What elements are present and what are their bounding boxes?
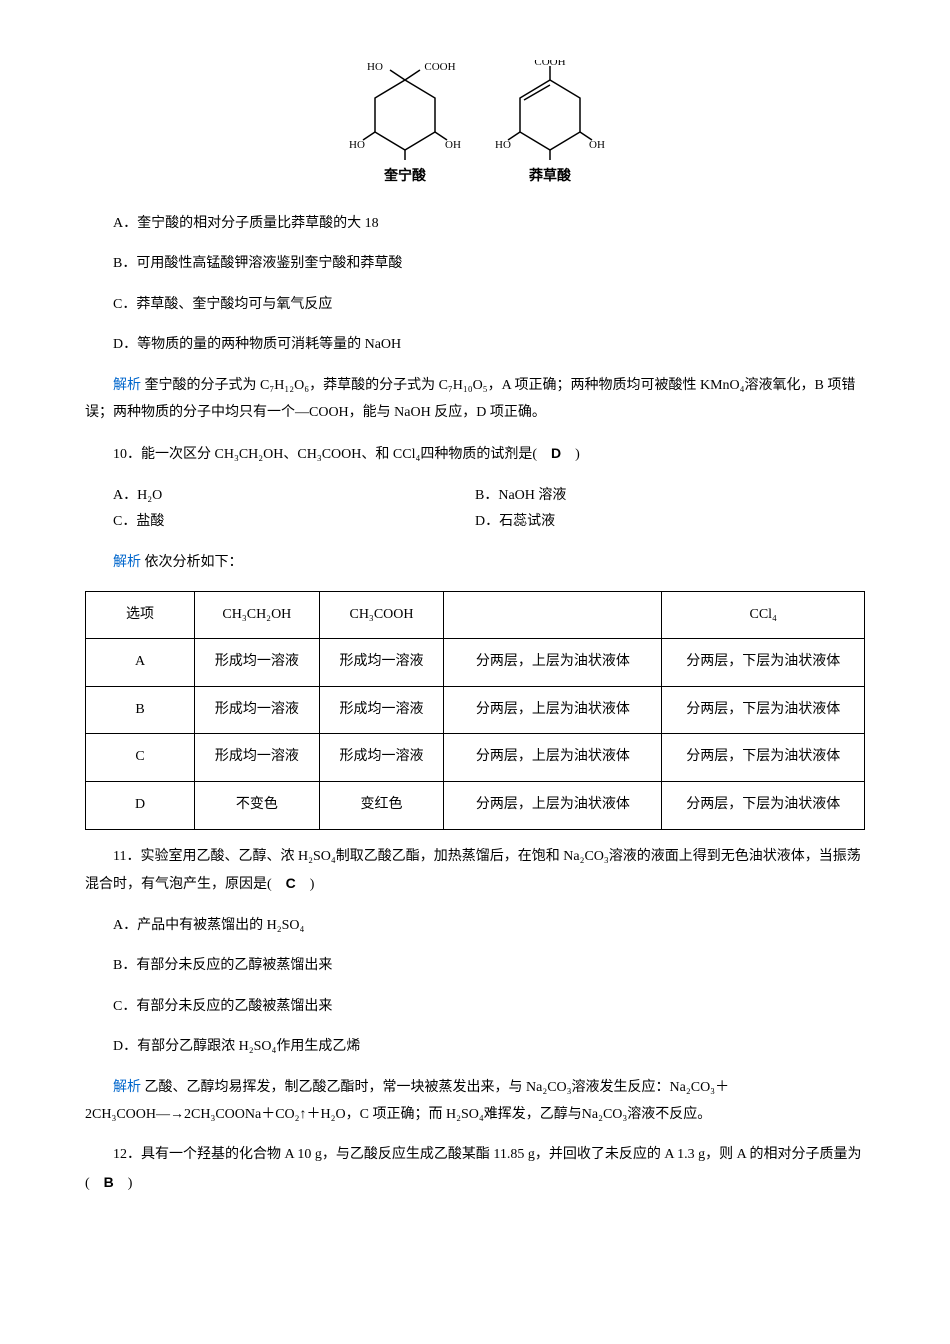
table-row: B形成均一溶液形成均一溶液分两层，上层为油状液体分两层，下层为油状液体	[86, 686, 865, 734]
shikimic-acid-structure: COOH HO OH OH 莽草酸	[495, 60, 605, 191]
table-cell: 形成均一溶液	[319, 734, 444, 782]
q10-option-b: B．NaOH 溶液	[475, 483, 865, 510]
table-cell: A	[86, 639, 195, 687]
label-ho2: HO	[349, 139, 365, 151]
q11-option-b: B．有部分未反应的乙醇被蒸馏出来	[85, 953, 865, 980]
table-cell: 形成均一溶液	[195, 686, 320, 734]
table-cell: 形成均一溶液	[319, 686, 444, 734]
th-ethanol: CH₃CH₂OH	[195, 591, 320, 639]
q10-table: 选项 CH₃CH₂OH CH₃COOH CCl₄ A形成均一溶液形成均一溶液分两…	[85, 591, 865, 830]
q11-stem: 11．实验室用乙酸、乙醇、浓 H₂SO₄制取乙酸乙酯，加热蒸馏后，在饱和 Na₂…	[85, 844, 865, 899]
table-cell: B	[86, 686, 195, 734]
q9-explanation: 解析 奎宁酸的分子式为 C₇H₁₂O₆，莽草酸的分子式为 C₇H₁₀O₅，A 项…	[85, 373, 865, 426]
table-cell: 形成均一溶液	[319, 639, 444, 687]
q11-explanation: 解析 乙酸、乙醇均易挥发，制乙酸乙酯时，常一块被蒸发出来，与 Na₂CO₃溶液发…	[85, 1075, 865, 1128]
q10-stem: 10．能一次区分 CH₃CH₂OH、CH₃COOH、和 CCl₄四种物质的试剂是…	[85, 440, 865, 469]
th-blank	[444, 591, 662, 639]
label-oh: OH	[445, 139, 461, 151]
q9-option-c: C．莽草酸、奎宁酸均可与氧气反应	[85, 292, 865, 319]
table-cell: 形成均一溶液	[195, 734, 320, 782]
table-cell: 变红色	[319, 781, 444, 829]
q9-explanation-text: 奎宁酸的分子式为 C₇H₁₂O₆，莽草酸的分子式为 C₇H₁₀O₅，A 项正确；…	[85, 378, 855, 420]
q10-option-a: A．H₂O	[85, 483, 475, 510]
th-option: 选项	[86, 591, 195, 639]
table-cell: 分两层，下层为油状液体	[662, 734, 865, 782]
q9-option-b: B．可用酸性高锰酸钾溶液鉴别奎宁酸和莽草酸	[85, 251, 865, 278]
table-cell: 分两层，上层为油状液体	[444, 639, 662, 687]
q10-explanation-text: 依次分析如下：	[141, 555, 243, 570]
label-cooh2: COOH	[534, 60, 565, 68]
table-cell: 分两层，下层为油状液体	[662, 781, 865, 829]
table-cell: 分两层，上层为油状液体	[444, 686, 662, 734]
th-acetic: CH₃COOH	[319, 591, 444, 639]
label-oh3: OH	[589, 139, 605, 151]
table-cell: D	[86, 781, 195, 829]
table-row: D不变色变红色分两层，上层为油状液体分两层，下层为油状液体	[86, 781, 865, 829]
table-cell: 分两层，下层为油状液体	[662, 639, 865, 687]
th-ccl4: CCl₄	[662, 591, 865, 639]
q10-option-c: C．盐酸	[85, 509, 475, 536]
explanation-label: 解析	[113, 378, 141, 393]
q10-explanation: 解析 依次分析如下：	[85, 550, 865, 577]
table-cell: 形成均一溶液	[195, 639, 320, 687]
label-ho: HO	[367, 61, 383, 73]
label-oh4: OH	[542, 159, 558, 160]
explanation-label2: 解析	[113, 555, 141, 570]
table-cell: 分两层，上层为油状液体	[444, 734, 662, 782]
q12-stem: 12．具有一个羟基的化合物 A 10 g，与乙酸反应生成乙酸某酯 11.85 g…	[85, 1142, 865, 1197]
q11-option-c: C．有部分未反应的乙酸被蒸馏出来	[85, 994, 865, 1021]
table-header-row: 选项 CH₃CH₂OH CH₃COOH CCl₄	[86, 591, 865, 639]
label-oh2: OH	[397, 159, 413, 160]
q12-answer: B	[104, 1174, 114, 1190]
q10-answer: D	[551, 445, 561, 461]
q11-answer: C	[286, 875, 296, 891]
table-cell: 不变色	[195, 781, 320, 829]
q11-option-a: A．产品中有被蒸馏出的 H₂SO₄	[85, 913, 865, 940]
explanation-label3: 解析	[113, 1080, 141, 1095]
q11-explanation-text: 乙酸、乙醇均易挥发，制乙酸乙酯时，常一块被蒸发出来，与 Na₂CO₃溶液发生反应…	[85, 1080, 729, 1122]
q10-option-d: D．石蕊试液	[475, 509, 865, 536]
table-cell: C	[86, 734, 195, 782]
quinic-label: 奎宁酸	[384, 164, 426, 191]
molecule-figures: HO COOH HO OH OH 奎宁酸 COOH HO OH OH	[85, 60, 865, 191]
q9-option-a: A．奎宁酸的相对分子质量比莽草酸的大 18	[85, 211, 865, 238]
table-row: C形成均一溶液形成均一溶液分两层，上层为油状液体分两层，下层为油状液体	[86, 734, 865, 782]
label-ho3: HO	[495, 139, 511, 151]
table-cell: 分两层，下层为油状液体	[662, 686, 865, 734]
q9-option-d: D．等物质的量的两种物质可消耗等量的 NaOH	[85, 332, 865, 359]
shikimic-label: 莽草酸	[529, 164, 571, 191]
table-cell: 分两层，上层为油状液体	[444, 781, 662, 829]
quinic-acid-structure: HO COOH HO OH OH 奎宁酸	[345, 60, 465, 191]
label-cooh: COOH	[424, 61, 455, 73]
table-row: A形成均一溶液形成均一溶液分两层，上层为油状液体分两层，下层为油状液体	[86, 639, 865, 687]
q11-option-d: D．有部分乙醇跟浓 H₂SO₄作用生成乙烯	[85, 1034, 865, 1061]
